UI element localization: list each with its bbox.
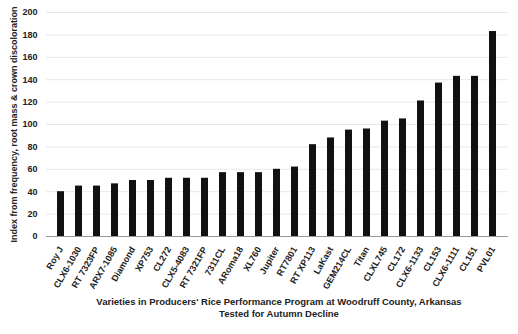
svg-text:CLX6-1133: CLX6-1133 (394, 245, 425, 289)
svg-text:120: 120 (22, 97, 37, 107)
svg-text:CLX6-1111: CLX6-1111 (430, 245, 461, 289)
svg-text:Titan: Titan (351, 244, 372, 269)
svg-text:RT XP113: RT XP113 (288, 245, 317, 286)
svg-text:160: 160 (22, 52, 37, 62)
svg-text:RT 7323FP: RT 7323FP (69, 244, 102, 290)
svg-text:RT7801: RT7801 (274, 244, 300, 278)
svg-text:CLX5-4083: CLX5-4083 (159, 244, 192, 290)
svg-text:CL153: CL153 (421, 244, 444, 274)
svg-text:PVL01: PVL01 (475, 245, 497, 274)
svg-text:CLX6-1030: CLX6-1030 (51, 244, 84, 290)
svg-text:RT 7321FP: RT 7321FP (177, 244, 210, 290)
svg-text:Diamond: Diamond (109, 245, 137, 283)
svg-text:GEM214CL: GEM214CL (321, 245, 354, 292)
svg-text:Jupiter: Jupiter (257, 244, 282, 276)
svg-text:Roy J: Roy J (44, 244, 66, 272)
svg-text:ARX7-1085: ARX7-1085 (87, 244, 120, 291)
svg-text:60: 60 (27, 164, 37, 174)
svg-text:Index from frequency, root mas: Index from frequency, root mass & crown … (9, 7, 19, 243)
svg-text:80: 80 (27, 142, 37, 152)
svg-text:CL272: CL272 (151, 244, 174, 274)
svg-text:0: 0 (32, 231, 37, 241)
svg-text:CL151: CL151 (457, 244, 480, 274)
svg-text:140: 140 (22, 75, 37, 85)
svg-text:20: 20 (27, 209, 37, 219)
svg-text:ARoma18: ARoma18 (216, 245, 245, 286)
svg-text:200: 200 (22, 7, 37, 17)
svg-text:XP753: XP753 (133, 244, 156, 274)
svg-text:180: 180 (22, 30, 37, 40)
svg-text:40: 40 (27, 187, 37, 197)
svg-text:CLXL745: CLXL745 (361, 245, 389, 283)
svg-text:CL172: CL172 (385, 244, 408, 274)
svg-text:LaKast: LaKast (311, 244, 336, 276)
html-text:Varieties in Producers' Rice P: Varieties in Producers' Rice Performance… (96, 296, 462, 319)
svg-text:XL760: XL760 (241, 244, 264, 273)
svg-text:7311CL: 7311CL (202, 244, 228, 278)
svg-text:100: 100 (22, 119, 37, 129)
